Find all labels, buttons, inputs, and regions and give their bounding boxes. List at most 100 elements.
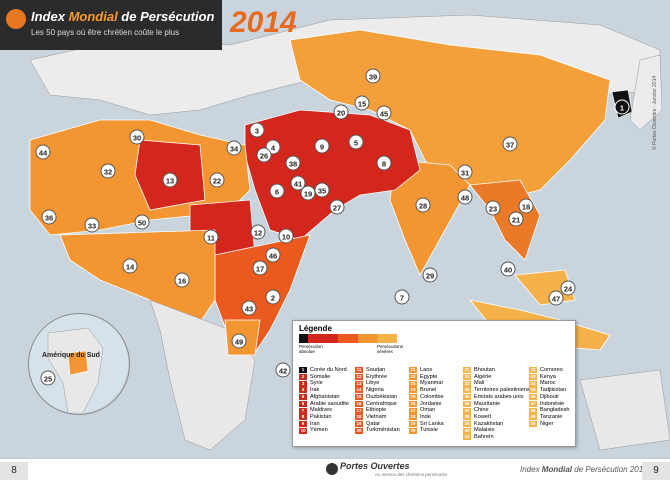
legend-rank: 22 <box>409 374 417 381</box>
japan-land <box>629 54 663 131</box>
legend-low-label: Persécution absolue <box>299 344 323 354</box>
legend: Légende Persécution absolue Persécutions… <box>292 320 576 447</box>
legend-entry: 17 Ethiopie <box>355 407 400 414</box>
legend-entry: 26 Jordanie <box>409 401 444 408</box>
legend-entry: 33 Mali <box>463 380 530 387</box>
page-subtitle: Les 50 pays où être chrétien coûte le pl… <box>31 28 180 37</box>
legend-column: 42 Comores 43 Kenya 44 Maroc 45 Tadjikistan 46 Dj… <box>529 367 570 427</box>
legend-rank: 48 <box>529 407 537 414</box>
legend-rank: 29 <box>409 420 417 427</box>
legend-country-name: Maldives <box>310 407 333 414</box>
legend-country-name: Bhoutan <box>474 367 495 373</box>
legend-country-name: Bangladesh <box>540 407 570 414</box>
legend-country-name: Centrafrique <box>366 400 397 407</box>
page-title: Index Mondial de Persécution <box>31 9 215 24</box>
legend-country-name: Chine <box>474 407 489 414</box>
legend-entry: 46 Djibouti <box>529 394 570 401</box>
legend-country-name: Bahreïn <box>474 434 494 441</box>
legend-country-name: Arabie saoudite <box>310 400 349 407</box>
legend-high-label: Persécutions sévères <box>377 344 404 354</box>
legend-country-name: Djibouti <box>540 393 559 400</box>
country-marker-27: 27 <box>329 199 345 215</box>
legend-country-name: Territoires palestiniens <box>474 387 530 394</box>
legend-entry: 22 Egypte <box>409 374 444 381</box>
legend-entry: 9 Iran <box>299 421 349 428</box>
legend-entry: 43 Kenya <box>529 374 570 381</box>
legend-country-name: Somalie <box>310 373 331 380</box>
legend-entry: 19 Qatar <box>355 421 400 428</box>
legend-rank: 24 <box>409 387 417 394</box>
country-marker-42: 42 <box>275 362 291 378</box>
legend-country-name: Tanzanie <box>540 413 563 420</box>
legend-entry: 13 Libye <box>355 380 400 387</box>
country-marker-15: 15 <box>354 95 370 111</box>
legend-entry: 31 Bhoutan <box>463 367 530 374</box>
legend-rank: 9 <box>299 420 307 427</box>
country-marker-8: 8 <box>376 155 392 171</box>
legend-country-name: Algérie <box>474 373 492 380</box>
legend-country-name: Nigeria <box>366 387 384 394</box>
country-marker-44: 44 <box>35 144 51 160</box>
legend-entry: 23 Myanmar <box>409 380 444 387</box>
legend-entry: 25 Colombie <box>409 394 444 401</box>
legend-column: 31 Bhoutan 32 Algérie 33 Mali 34 Territoires pa… <box>463 367 530 441</box>
legend-rank: 40 <box>463 427 471 434</box>
legend-country-name: Tadjikistan <box>540 387 567 394</box>
legend-rank: 34 <box>463 387 471 394</box>
legend-rank: 19 <box>355 420 363 427</box>
brand-name: Portes Ouvertes <box>340 461 410 471</box>
legend-entry: 21 Laos <box>409 367 444 374</box>
country-marker-49: 49 <box>231 333 247 349</box>
legend-rank: 30 <box>409 427 417 434</box>
country-marker-39: 39 <box>365 68 381 84</box>
globe-icon <box>6 9 26 29</box>
legend-entry: 5 Afghanistan <box>299 394 349 401</box>
country-marker-46: 46 <box>265 247 281 263</box>
legend-rank: 38 <box>463 414 471 421</box>
footer-title: Index Mondial de Persécution 2014 <box>520 465 648 474</box>
legend-rank: 12 <box>355 374 363 381</box>
brand-tagline: Au service des chrétiens persécutés <box>375 472 448 477</box>
country-marker-25: 25 <box>40 370 56 386</box>
legend-entry: 24 Brunei <box>409 387 444 394</box>
legend-country-name: Indonésie <box>540 400 565 407</box>
legend-country-name: Sri Lanka <box>420 420 444 427</box>
legend-entry: 34 Territoires palestiniens <box>463 387 530 394</box>
legend-rank: 42 <box>529 367 537 374</box>
country-marker-33: 33 <box>84 217 100 233</box>
legend-rank: 20 <box>355 427 363 434</box>
legend-title: Légende <box>299 324 332 333</box>
legend-country-name: Vietnam <box>366 413 387 420</box>
legend-entry: 38 Koweït <box>463 414 530 421</box>
legend-entry: 42 Comores <box>529 367 570 374</box>
country-marker-48: 48 <box>457 189 473 205</box>
legend-entry: 28 Inde <box>409 414 444 421</box>
legend-entry: 47 Indonésie <box>529 401 570 408</box>
legend-entry: 32 Algérie <box>463 374 530 381</box>
header-banner: Index Mondial de Persécution Les 50 pays… <box>0 0 222 50</box>
legend-country-name: Ouzbékistan <box>366 393 398 400</box>
legend-country-name: Jordanie <box>420 400 442 407</box>
legend-entry: 49 Tanzanie <box>529 414 570 421</box>
credit-text: © Portes Ouvertes - Janvier 2014 <box>652 75 658 150</box>
legend-rank: 31 <box>463 367 471 374</box>
country-marker-2: 2 <box>265 289 281 305</box>
country-marker-14: 14 <box>122 258 138 274</box>
country-marker-21: 21 <box>508 211 524 227</box>
country-marker-26: 26 <box>256 147 272 163</box>
australia-land <box>579 369 670 451</box>
country-marker-31: 31 <box>457 164 473 180</box>
legend-rank: 1 <box>299 367 307 374</box>
legend-entry: 45 Tadjikistan <box>529 387 570 394</box>
legend-entry: 16 Centrafrique <box>355 401 400 408</box>
legend-country-name: Libye <box>366 380 380 387</box>
country-marker-22: 22 <box>209 172 225 188</box>
legend-country-name: Soudan <box>366 367 386 373</box>
legend-country-name: Oman <box>420 407 436 414</box>
legend-country-name: Laos <box>420 367 433 373</box>
legend-entry: 2 Somalie <box>299 374 349 381</box>
portes-ouvertes-logo-icon <box>326 463 338 475</box>
legend-country-name: Maroc <box>540 380 556 387</box>
legend-entry: 41 Bahreïn <box>463 434 530 441</box>
legend-entry: 1 Corée du Nord <box>299 367 349 374</box>
